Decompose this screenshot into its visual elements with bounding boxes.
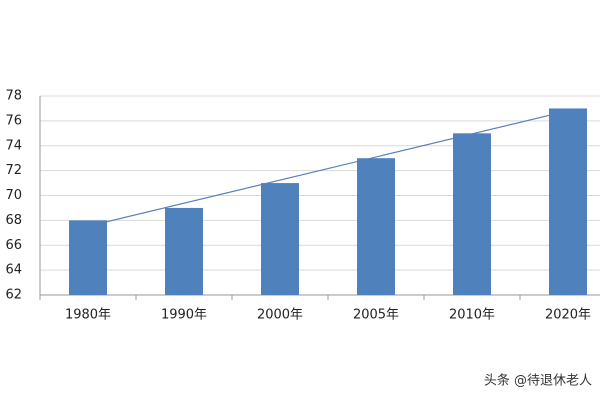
y-tick-label: 72 — [5, 163, 22, 178]
y-tick-label: 76 — [5, 113, 22, 128]
x-tick-label: 1980年 — [65, 308, 111, 323]
y-tick-label: 64 — [5, 263, 22, 278]
bar — [357, 158, 395, 295]
x-tick-label: 2010年 — [449, 308, 495, 323]
x-tick-label: 2005年 — [353, 308, 399, 323]
y-tick-label: 68 — [5, 213, 22, 228]
bar — [261, 183, 299, 295]
y-tick-label: 70 — [5, 188, 22, 203]
trendline — [87, 110, 569, 227]
watermark: 头条 @待退休老人 — [484, 373, 592, 389]
bar — [453, 133, 491, 295]
x-tick-label: 2020年 — [545, 308, 591, 323]
bar — [69, 220, 107, 295]
bar — [165, 207, 203, 295]
y-tick-label: 74 — [5, 138, 22, 153]
x-tick-label: 2000年 — [257, 308, 303, 323]
y-tick-label: 62 — [5, 288, 22, 303]
y-tick-label: 78 — [5, 89, 22, 104]
bar — [549, 108, 587, 295]
y-tick-label: 66 — [5, 238, 22, 253]
x-tick-label: 1990年 — [161, 308, 207, 323]
